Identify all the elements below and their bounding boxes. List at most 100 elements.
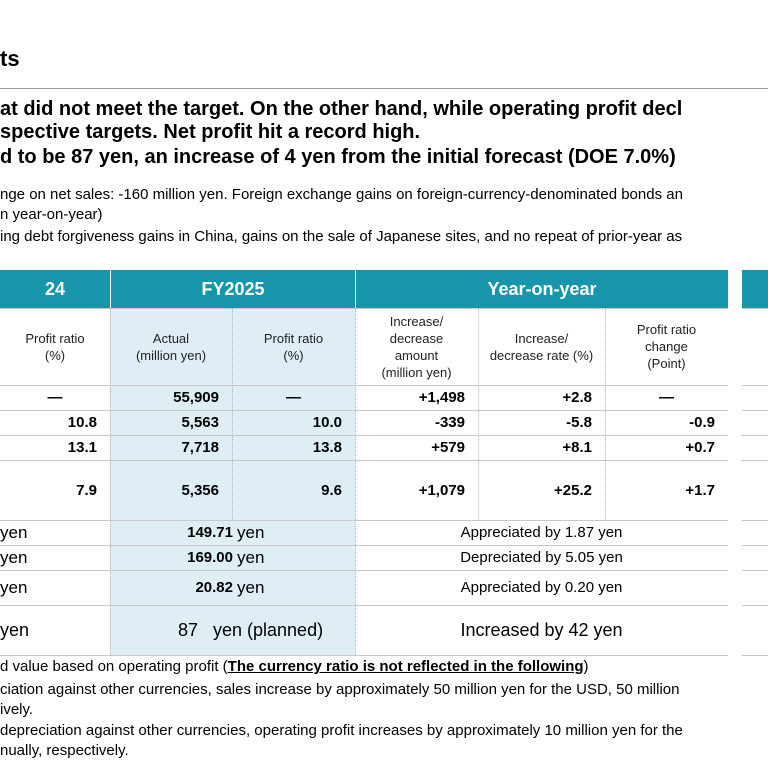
footnote-emphasis: The currency ratio is not reflected in t… [227,658,584,675]
row-line [742,385,768,386]
data-cell: 13.8 [312,439,342,456]
subheader-cell: Profit ratio change (Point) [605,308,728,385]
row-line [742,308,768,309]
rate-change: Increased by 42 yen [460,619,623,640]
row-line [0,435,728,436]
rate-unit: yen [237,577,265,597]
rate-change: Appreciated by 0.20 yen [460,579,623,596]
footnote: depreciation against other currencies, o… [0,722,683,739]
subheader-line: amount [394,347,439,363]
subheader-line: (%) [44,347,66,363]
data-cell: 9.6 [321,481,342,499]
row-line [742,570,768,571]
rate-label: yen [0,619,30,640]
bullet: d to be 87 yen, an increase of 4 yen fro… [0,146,676,168]
data-cell: — [286,389,301,406]
footnote: ively. [0,701,34,718]
row-line [0,605,728,606]
bullet: at did not meet the target. On the other… [0,98,683,120]
subheader-line: (Point) [647,356,686,371]
subheader-line: change [645,339,688,354]
row-line [742,545,768,546]
data-cell: 7,718 [181,439,219,456]
note: n year-on-year) [0,206,103,223]
rate-label: yen [0,522,28,542]
data-cell: 55,909 [173,389,219,406]
subheader-cell: Profit ratio (%) [0,308,110,385]
subheader-cell: Profit ratio (%) [232,308,355,385]
row-line [742,520,768,521]
data-cell: — [47,389,63,406]
footnote: nually, respectively. [0,742,129,759]
data-cell: +8.1 [562,439,592,456]
data-cell: +1,079 [418,481,465,499]
subheader-line: Actual [152,330,190,346]
subheader-cell: Actual (million yen) [110,308,232,385]
divider [0,88,768,89]
data-cell: -339 [434,414,465,431]
row-line [0,410,728,411]
data-cell: 7.9 [76,481,97,499]
rate-value: 169.00 [187,549,233,566]
data-cell: +1.7 [685,481,715,499]
data-cell: 5,356 [181,481,219,499]
rate-change: Depreciated by 5.05 yen [460,549,623,566]
header-cell: 24 [0,270,110,308]
subheader-line: Profit ratio [25,330,85,346]
rate-unit: yen (planned) [213,619,324,640]
footnote-text: d value based on operating profit ( [0,658,228,675]
column-line [355,308,356,520]
data-cell: +2.8 [562,389,592,406]
bullet: spective targets. Net profit hit a recor… [0,121,421,143]
subheader-line: (million yen) [381,364,452,380]
column-line [110,520,111,655]
data-cell: — [659,389,674,406]
note: ing debt forgiveness gains in China, gai… [0,228,683,245]
data-cell: 5,563 [181,414,219,431]
row-line [0,570,728,571]
header-cell: Year-on-year [356,270,728,308]
data-cell: -0.9 [689,414,715,431]
column-line [232,308,233,520]
column-line [605,308,606,520]
section-title: ts [0,46,20,71]
row-line [0,520,728,521]
rate-unit: yen [237,522,265,542]
data-cell: 10.0 [312,414,342,431]
column-line [355,520,356,655]
row-line [742,605,768,606]
data-cell: +579 [431,439,465,456]
data-cell: 10.8 [67,414,97,431]
data-cell: +25.2 [554,481,592,499]
subheader-line: Profit ratio [263,330,324,346]
row-line [742,655,768,656]
footnote: d value based on operating profit (The c… [0,658,589,675]
rate-value: 149.71 [187,524,233,541]
row-line [0,308,728,309]
column-line [478,308,479,520]
rate-value: 20.82 [195,579,233,596]
row-line [742,435,768,436]
header-cell [742,270,768,308]
row-line [742,460,768,461]
subheader-line: Profit ratio [636,322,697,337]
footnote: ciation against other currencies, sales … [0,681,680,698]
rate-label: yen [0,577,28,597]
row-line [0,385,728,386]
subheader-line: (million yen) [135,347,207,363]
data-cell: -5.8 [566,414,592,431]
rate-change: Appreciated by 1.87 yen [460,524,623,541]
subheader-line: decrease rate (%) [489,347,594,363]
data-cell: 13.1 [67,439,97,456]
row-line [0,460,728,461]
row-line [0,655,728,656]
footnote-text: ) [583,658,589,675]
rate-unit: yen [237,547,265,567]
header-cell: FY2025 [111,270,355,308]
data-cell: +1,498 [418,389,465,406]
subheader-cell: Increase/decrease amount (million yen) [355,308,478,385]
data-cell: +0.7 [685,439,715,456]
note: nge on net sales: -160 million yen. Fore… [0,186,683,203]
subheader-line: Increase/ [389,313,444,329]
